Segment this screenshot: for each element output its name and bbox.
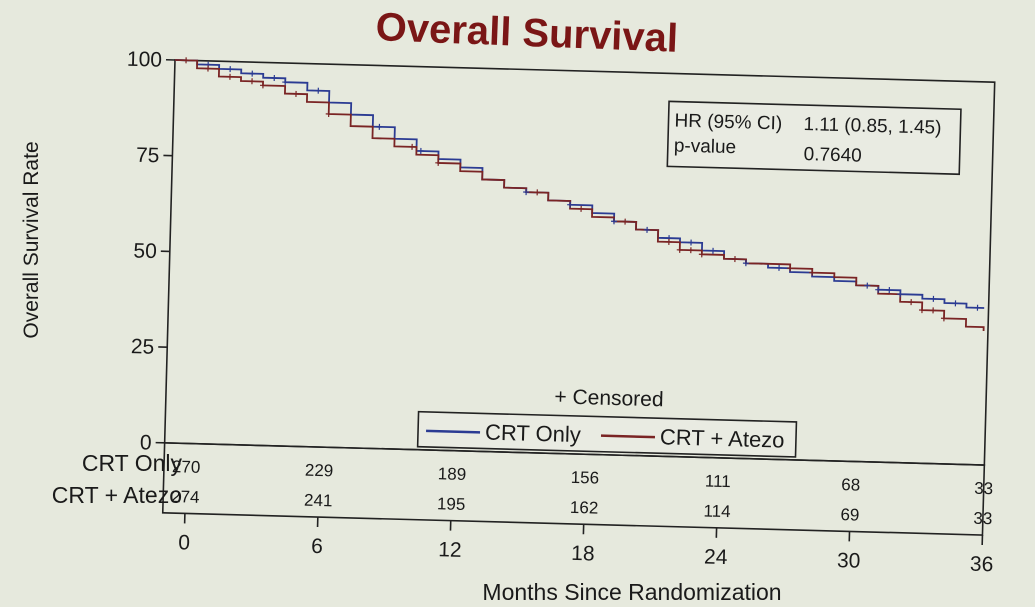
censor-mark-1-5 xyxy=(293,90,300,97)
censor-mark-0-3 xyxy=(271,74,278,82)
censor-mark-0-14 xyxy=(709,247,717,254)
censor-mark-1-17 xyxy=(787,265,794,272)
risk-value-1-0: 274 xyxy=(171,487,200,507)
x-tick-label-24: 24 xyxy=(704,545,728,569)
legend-label-crt-atezo: CRT + Atezo xyxy=(660,424,785,452)
censor-mark-1-14 xyxy=(687,247,694,254)
stats-box-frame xyxy=(666,100,962,176)
censor-mark-0-13 xyxy=(688,239,695,246)
risk-value-0-5: 68 xyxy=(841,475,860,495)
x-tick-label-6: 6 xyxy=(311,535,323,558)
y-tick-label-25: 25 xyxy=(131,335,155,359)
x-tick-label-0: 0 xyxy=(178,531,190,554)
censor-mark-1-16 xyxy=(731,256,738,263)
x-tick-label-30: 30 xyxy=(837,549,861,573)
censor-mark-1-3 xyxy=(249,78,256,85)
censor-mark-1-19 xyxy=(908,299,915,306)
risk-value-0-0: 270 xyxy=(172,457,201,477)
y-tick-label-50: 50 xyxy=(133,239,157,263)
series-line-0 xyxy=(174,59,985,309)
x-tick-label-36: 36 xyxy=(970,553,994,577)
censor-mark-1-4 xyxy=(259,82,267,89)
censor-mark-0-18 xyxy=(875,286,882,293)
y-tick-label-100: 100 xyxy=(127,48,163,72)
censor-mark-0-20 xyxy=(897,291,904,298)
y-tick-label-0: 0 xyxy=(140,431,152,454)
x-tick-label-12: 12 xyxy=(438,538,462,562)
legend-swatch-crt-atezo xyxy=(600,434,656,439)
censor-mark-0-11 xyxy=(644,226,651,233)
censor-mark-0-21 xyxy=(930,295,937,302)
censor-mark-1-9 xyxy=(534,189,541,196)
x-tick-label-18: 18 xyxy=(571,542,595,566)
censor-mark-0-1 xyxy=(227,66,234,73)
censor-mark-1-22 xyxy=(940,315,947,322)
plot-area: 0 25 50 75 100 0 6 12 18 24 30 36 HR (95% CI) 1.11… xyxy=(127,48,996,576)
censor-mark-0-23 xyxy=(974,304,981,311)
censor-mark-1-1 xyxy=(205,65,212,72)
censor-mark-1-18 xyxy=(809,269,816,276)
censor-mark-0-17 xyxy=(864,282,871,289)
censor-mark-1-11 xyxy=(622,218,629,225)
censor-mark-1-20 xyxy=(919,307,926,314)
censor-mark-1-12 xyxy=(665,238,672,245)
censor-mark-1-13 xyxy=(676,246,683,253)
x-axis: 0 6 12 18 24 30 36 xyxy=(178,513,994,576)
risk-value-1-3: 162 xyxy=(570,498,599,518)
censor-mark-0-8 xyxy=(523,189,530,196)
hr-value: 1.11 (0.85, 1.45) xyxy=(803,114,942,139)
risk-row-label-crt-only: CRT Only xyxy=(82,450,183,476)
censor-mark-0-22 xyxy=(952,300,959,307)
censor-mark-0-10 xyxy=(611,218,618,225)
censor-mark-0-5 xyxy=(315,87,322,94)
censor-mark-1-7 xyxy=(409,143,416,150)
censor-mark-0-6 xyxy=(376,123,383,130)
legend: CRT Only CRT + Atezo xyxy=(416,410,798,458)
risk-value-1-4: 114 xyxy=(703,501,731,521)
risk-value-1-1: 241 xyxy=(304,491,333,511)
censor-mark-1-2 xyxy=(226,73,233,80)
censor-mark-1-15 xyxy=(698,251,705,258)
risk-table-frame xyxy=(161,442,986,536)
risk-value-1-6: 33 xyxy=(973,509,992,529)
legend-swatch-crt-only xyxy=(426,429,481,434)
risk-value-0-1: 229 xyxy=(305,461,334,481)
censor-mark-1-6 xyxy=(325,110,332,117)
y-axis-title: Overall Survival Rate xyxy=(20,141,43,338)
censor-mark-1-21 xyxy=(930,307,937,314)
risk-table: 270 229 189 156 111 68 33 274 241 195 162 114 69 33 xyxy=(171,457,994,528)
censor-mark-0-7 xyxy=(417,147,424,154)
censor-mark-0-4 xyxy=(282,79,289,86)
y-axis: 0 25 50 75 100 xyxy=(127,48,176,455)
y-tick-label-75: 75 xyxy=(136,144,160,168)
risk-value-0-2: 189 xyxy=(438,464,467,484)
legend-frame xyxy=(416,410,798,458)
p-value: 0.7640 xyxy=(803,144,862,167)
censored-label: + Censored xyxy=(554,385,664,411)
risk-value-0-6: 33 xyxy=(974,479,993,499)
x-axis-title: Months Since Randomization xyxy=(482,579,781,605)
censor-mark-0-19 xyxy=(886,287,893,294)
legend-label-crt-only: CRT Only xyxy=(485,420,581,448)
censor-mark-1-10 xyxy=(578,205,585,212)
censor-mark-0-9 xyxy=(567,201,574,208)
censor-mark-0-16 xyxy=(776,264,783,271)
p-label: p-value xyxy=(674,136,737,159)
censor-marks xyxy=(183,57,981,322)
risk-value-1-2: 195 xyxy=(437,494,466,514)
censor-mark-0-2 xyxy=(249,70,256,77)
hr-label: HR (95% CI) xyxy=(674,111,782,135)
risk-row-label-crt-atezo: CRT + Atezo xyxy=(52,482,182,508)
censor-mark-1-0 xyxy=(183,57,190,64)
stats-box: HR (95% CI) 1.11 (0.85, 1.45) p-value 0.… xyxy=(666,100,962,176)
risk-value-0-3: 156 xyxy=(570,468,599,488)
risk-value-1-5: 69 xyxy=(840,505,859,525)
risk-value-0-4: 111 xyxy=(705,471,731,491)
censor-mark-0-15 xyxy=(742,260,749,267)
censor-mark-1-8 xyxy=(435,159,442,166)
